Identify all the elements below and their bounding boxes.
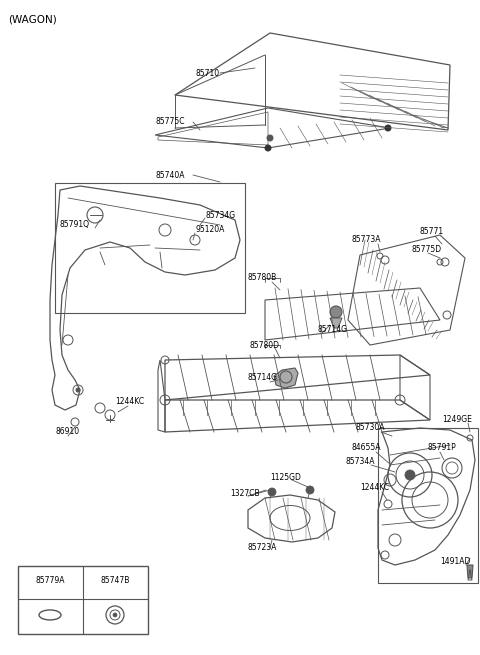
Circle shape xyxy=(405,470,415,480)
Text: 1327CB: 1327CB xyxy=(230,489,260,498)
Text: 85730A: 85730A xyxy=(356,424,385,432)
Circle shape xyxy=(306,486,314,494)
Circle shape xyxy=(268,488,276,496)
Circle shape xyxy=(330,306,342,318)
Text: 84655A: 84655A xyxy=(352,443,382,453)
Text: 85780D: 85780D xyxy=(250,341,280,350)
Text: 85734G: 85734G xyxy=(205,210,235,219)
Text: 85734A: 85734A xyxy=(345,457,374,466)
Circle shape xyxy=(265,145,271,151)
Text: 85714G: 85714G xyxy=(248,373,278,383)
Circle shape xyxy=(113,613,117,617)
Text: 85791P: 85791P xyxy=(428,443,457,453)
Polygon shape xyxy=(274,368,298,388)
Text: 86910: 86910 xyxy=(55,428,79,436)
Text: 1125GD: 1125GD xyxy=(270,472,301,481)
Polygon shape xyxy=(467,565,473,578)
Circle shape xyxy=(385,125,391,131)
Text: 85771: 85771 xyxy=(420,227,444,236)
Text: 85775D: 85775D xyxy=(412,246,442,255)
Text: 95120A: 95120A xyxy=(195,225,224,234)
Text: 1491AD: 1491AD xyxy=(440,557,470,567)
Text: 85780B: 85780B xyxy=(248,274,277,282)
Text: 85779A: 85779A xyxy=(35,576,65,586)
Polygon shape xyxy=(330,318,342,328)
Text: 85791Q: 85791Q xyxy=(60,221,90,229)
Text: 1249GE: 1249GE xyxy=(442,415,472,424)
Circle shape xyxy=(267,135,273,141)
Text: 85710: 85710 xyxy=(195,69,219,77)
Text: (WAGON): (WAGON) xyxy=(8,14,57,24)
Text: 1244KC: 1244KC xyxy=(360,483,389,493)
Text: 85747B: 85747B xyxy=(100,576,130,586)
Text: 1244KC: 1244KC xyxy=(115,398,144,407)
Circle shape xyxy=(76,388,80,392)
Text: 85723A: 85723A xyxy=(248,544,277,553)
Text: 85775C: 85775C xyxy=(155,117,184,126)
Text: 85773A: 85773A xyxy=(352,236,382,244)
Text: 85740A: 85740A xyxy=(155,170,184,179)
Text: 85714G: 85714G xyxy=(318,326,348,335)
